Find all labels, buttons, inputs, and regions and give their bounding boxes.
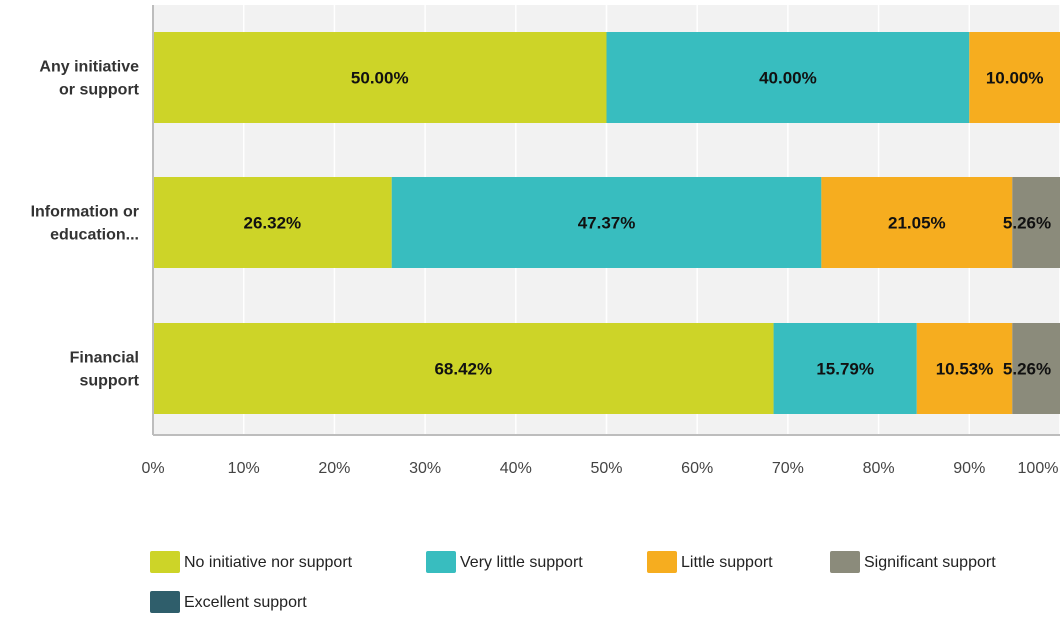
x-tick-label: 70% — [772, 460, 804, 477]
legend-label: Little support — [681, 554, 773, 571]
data-label: 21.05% — [888, 214, 946, 233]
x-tick-label: 50% — [590, 460, 622, 477]
data-label: 47.37% — [578, 214, 636, 233]
x-tick-label: 40% — [500, 460, 532, 477]
category-label: support — [79, 373, 139, 390]
x-tick-label: 100% — [1018, 460, 1059, 477]
x-tick-label: 0% — [141, 460, 164, 477]
category-label: Financial — [70, 350, 139, 367]
legend-swatch — [647, 551, 677, 573]
x-tick-label: 60% — [681, 460, 713, 477]
data-label: 68.42% — [434, 360, 492, 379]
legend-label: No initiative nor support — [184, 554, 353, 571]
bar-segment — [391, 177, 822, 268]
data-label: 50.00% — [351, 69, 409, 88]
legend-label: Significant support — [864, 554, 996, 571]
data-label: 40.00% — [759, 69, 817, 88]
x-tick-label: 10% — [228, 460, 260, 477]
data-label: 15.79% — [816, 360, 874, 379]
legend-label: Excellent support — [184, 594, 307, 611]
category-label: education... — [50, 227, 139, 244]
category-label: Any initiative — [39, 59, 139, 76]
bars: 50.00% 40.00% 10.00% 26.32% 47.37% 21.05% 5.26… — [153, 32, 1060, 414]
bar-segment — [916, 323, 1013, 414]
x-tick-label: 90% — [953, 460, 985, 477]
legend-swatch — [830, 551, 860, 573]
bar-segment — [153, 32, 607, 123]
x-axis-ticks: 0% 10% 20% 30% 40% 50% 60% 70% 80% 90% 100% — [141, 460, 1058, 477]
data-label: 26.32% — [244, 214, 302, 233]
x-tick-label: 20% — [318, 460, 350, 477]
legend-label: Very little support — [460, 554, 583, 571]
bar-segment — [1012, 177, 1060, 268]
bar-segment — [606, 32, 970, 123]
bar-segment — [773, 323, 917, 414]
x-tick-label: 30% — [409, 460, 441, 477]
category-label: Information or — [31, 204, 139, 221]
legend-swatch — [150, 591, 180, 613]
legend: No initiative nor support Very little sup… — [150, 551, 996, 613]
legend-swatch — [150, 551, 180, 573]
data-label: 5.26% — [1003, 214, 1051, 233]
data-label: 10.00% — [986, 69, 1044, 88]
x-tick-label: 80% — [863, 460, 895, 477]
bar-segment — [153, 177, 392, 268]
bar-segment — [1012, 323, 1060, 414]
data-label: 10.53% — [936, 360, 994, 379]
data-label: 5.26% — [1003, 360, 1051, 379]
bar-segment — [969, 32, 1060, 123]
legend-swatch — [426, 551, 456, 573]
category-labels: Any initiative or support Information or ed… — [31, 59, 140, 390]
bar-segment — [153, 323, 774, 414]
category-label: or support — [59, 82, 140, 99]
bar-segment — [821, 177, 1013, 268]
